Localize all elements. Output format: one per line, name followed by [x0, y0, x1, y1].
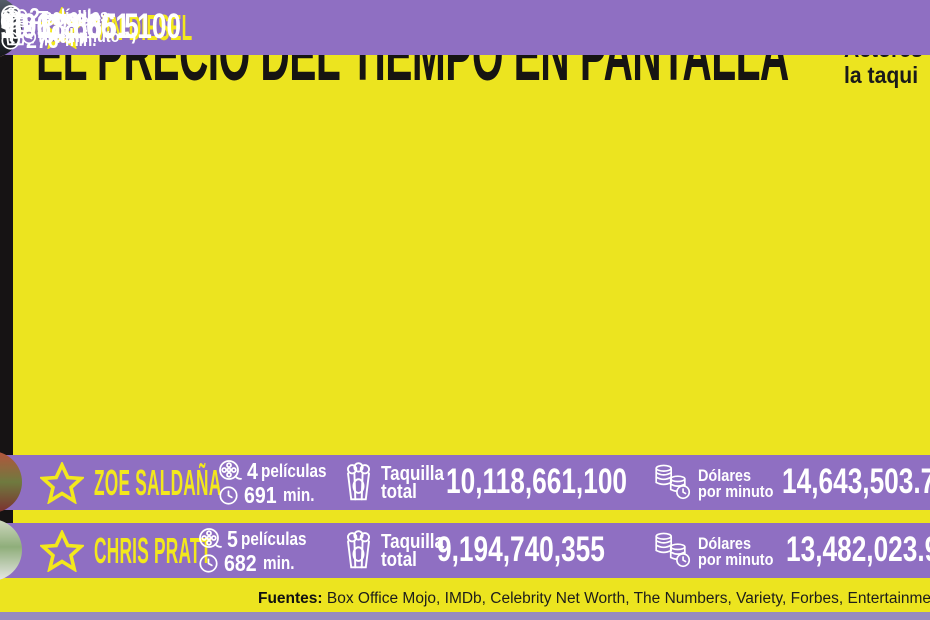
films-word: películas	[260, 460, 327, 481]
film-reel-icon	[219, 460, 242, 480]
dolares-por-minuto-value: 14,643,503.7	[782, 462, 930, 501]
coins-icon	[655, 464, 691, 500]
film-time-stats: 4 películas 691 min.	[218, 457, 338, 508]
films-count: 4	[247, 457, 258, 484]
left-black-bar	[0, 0, 13, 578]
taquilla-label-1: Taquilla	[381, 531, 444, 553]
clock-icon	[219, 485, 238, 505]
films-count: 5	[227, 525, 238, 552]
taquilla-total-value: 9,194,740,355	[437, 530, 605, 569]
coins-icon	[655, 532, 691, 568]
coins-icon	[1, 9, 37, 45]
sources-list: Box Office Mojo, IMDb, Celebrity Net Wor…	[326, 590, 930, 607]
dolares-label-2: por minuto	[44, 27, 120, 46]
star-icon	[40, 7, 84, 49]
star-icon	[40, 462, 84, 504]
films-count: 2	[29, 2, 40, 29]
dolares-label-1: Dólares	[44, 11, 98, 30]
minutes-word: min.	[283, 484, 315, 505]
subtitle-line-2: la taqui	[844, 62, 919, 88]
bottom-purple-strip	[0, 612, 930, 620]
films-word: películas	[42, 5, 109, 26]
popcorn-icon	[346, 462, 371, 501]
actor-row-vin-diesel: VIN DIESEL 2 películas 276 min. Taquilla…	[0, 0, 930, 58]
star-icon	[40, 530, 84, 572]
clock-icon	[199, 553, 218, 573]
dolares-por-minuto-value: 9,968,665.5	[0, 7, 139, 46]
actor-photo	[0, 451, 22, 513]
dolares-por-minuto-value: 13,482,023.9	[786, 530, 930, 569]
taquilla-label-2: total	[381, 481, 417, 503]
taquilla-total-value: 10,118,661,100	[446, 462, 628, 501]
dolares-label-2: por minuto	[698, 550, 774, 569]
popcorn-icon	[346, 530, 371, 569]
taquilla-label-2: total	[38, 26, 74, 48]
actor-row-chris-pratt: CHRIS PRATT 5 películas 682 min. Taquill…	[0, 519, 930, 581]
taquilla-label-1: Taquilla	[381, 463, 444, 485]
dolares-label-1: Dólares	[698, 534, 752, 553]
film-reel-icon	[199, 528, 222, 548]
actor-name: VIN DIESEL	[94, 7, 193, 48]
taquilla-label-2: total	[381, 549, 417, 571]
film-time-stats: 5 películas 682 min.	[198, 525, 318, 576]
actor-name: CHRIS PRATT	[94, 530, 212, 571]
minutes-word: min.	[263, 552, 295, 573]
actor-row-zoe-saldana: ZOE SALDAÑA 4 películas 691 min. Taquill…	[0, 451, 930, 513]
actor-name: ZOE SALDAÑA	[94, 462, 222, 503]
taquilla-label-1: Taquilla	[38, 8, 101, 30]
sources-line: Fuentes: Box Office Mojo, IMDb, Celebrit…	[258, 590, 930, 608]
films-word: películas	[240, 528, 307, 549]
minutes-count: 691	[244, 481, 277, 508]
minutes-count: 682	[224, 549, 257, 576]
actor-photo	[0, 519, 22, 581]
dolares-label-1: Dólares	[698, 466, 752, 485]
sources-label: Fuentes:	[258, 590, 323, 607]
dolares-label-2: por minuto	[698, 482, 774, 501]
minutes-word: min.	[65, 29, 97, 50]
